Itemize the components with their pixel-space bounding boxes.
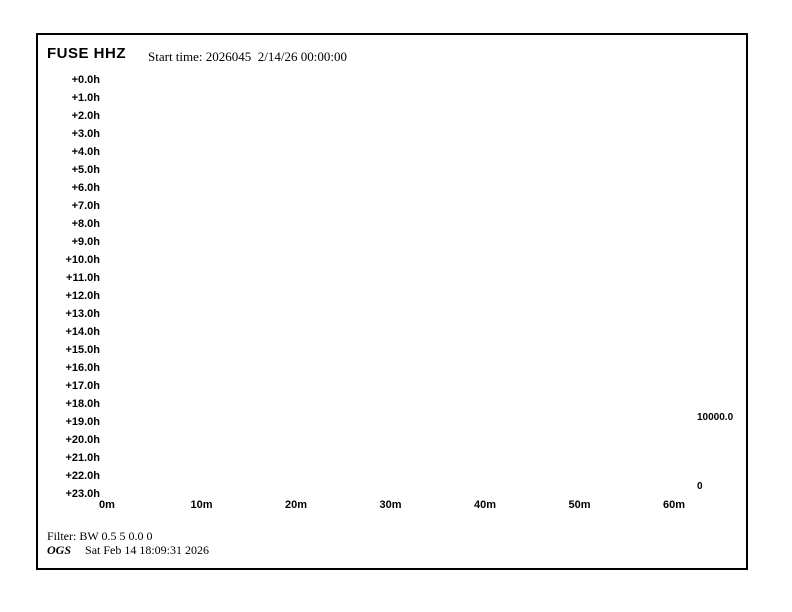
scale-max-label: 10000.0 bbox=[697, 412, 734, 423]
timestamp-label: Sat Feb 14 18:09:31 2026 bbox=[85, 543, 210, 557]
x-axis-label: 60m bbox=[662, 499, 686, 511]
x-axis-label: 0m bbox=[99, 499, 115, 511]
y-axis-label: +20.0h bbox=[65, 434, 100, 446]
footer-credit: OGS Sat Feb 14 18:09:31 2026 bbox=[47, 543, 209, 558]
y-axis-label: +2.0h bbox=[71, 110, 100, 122]
y-axis-label: +22.0h bbox=[65, 470, 100, 482]
y-axis-label: +7.0h bbox=[71, 200, 100, 212]
y-axis-label: +6.0h bbox=[71, 182, 100, 194]
filter-label: Filter: BW 0.5 5 0.0 0 bbox=[47, 529, 153, 543]
y-axis-label: +1.0h bbox=[71, 92, 100, 104]
y-axis-label: +9.0h bbox=[71, 236, 100, 248]
y-axis-label: +19.0h bbox=[65, 416, 100, 428]
scale-min-label: 0 bbox=[697, 481, 703, 492]
y-axis-label: +10.0h bbox=[65, 254, 100, 266]
station-title: FUSE HHZ bbox=[47, 45, 126, 62]
y-axis-label: +16.0h bbox=[65, 362, 100, 374]
y-axis-label: +21.0h bbox=[65, 452, 100, 464]
x-axis-label: 20m bbox=[284, 499, 308, 511]
y-axis-label: +3.0h bbox=[71, 128, 100, 140]
y-axis-label: +15.0h bbox=[65, 344, 100, 356]
y-axis-label: +5.0h bbox=[71, 164, 100, 176]
y-axis-label: +13.0h bbox=[65, 308, 100, 320]
x-axis-label: 40m bbox=[473, 499, 497, 511]
y-axis-label: +12.0h bbox=[65, 290, 100, 302]
y-axis-label: +0.0h bbox=[71, 74, 100, 86]
y-axis-label: +11.0h bbox=[66, 272, 100, 284]
y-axis-label: +23.0h bbox=[65, 488, 100, 500]
x-axis-label: 10m bbox=[190, 499, 213, 511]
y-axis-label: +8.0h bbox=[71, 218, 100, 230]
y-axis-label: +4.0h bbox=[71, 146, 100, 158]
start-time-label: Start time: 2026045 2/14/26 00:00:00 bbox=[148, 49, 347, 64]
y-axis-label: +18.0h bbox=[65, 398, 100, 410]
y-axis-label: +14.0h bbox=[65, 326, 100, 338]
agency-label: OGS bbox=[47, 543, 72, 557]
y-axis-label: +17.0h bbox=[65, 380, 100, 392]
x-axis-label: 50m bbox=[568, 499, 591, 511]
plot-frame-border bbox=[36, 33, 748, 570]
x-axis-label: 30m bbox=[379, 499, 402, 511]
